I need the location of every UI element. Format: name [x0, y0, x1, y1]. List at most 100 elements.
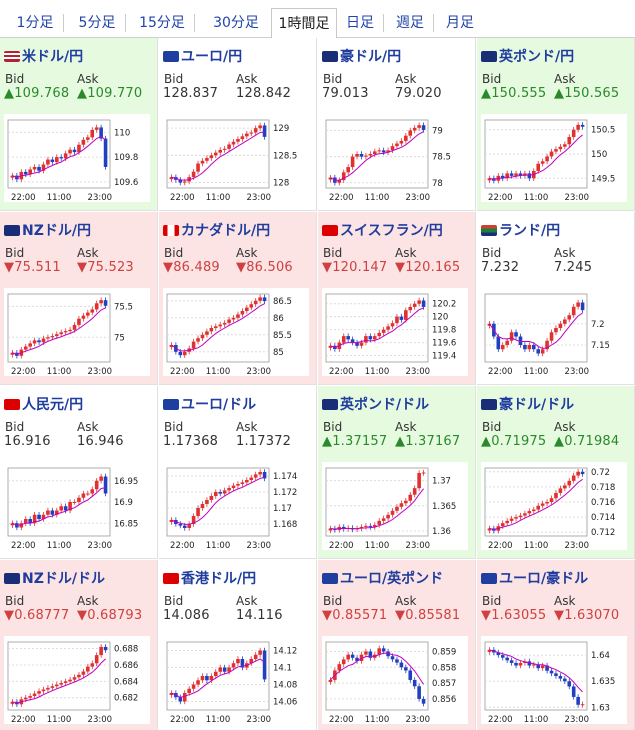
mini-chart[interactable]: 75.5 75 22:00 11:00 23:00	[4, 288, 150, 376]
rate-card[interactable]: 豪ドル/円 Bid Ask 79.013 79.020 79 78.5 78 22:00 11:0…	[318, 38, 476, 211]
rate-card[interactable]: 香港ドル/円 Bid Ask 14.086 14.116 14.12 14.1 14.08 14…	[159, 560, 317, 730]
tab-7[interactable]: 月足	[446, 15, 474, 31]
candle-body	[258, 297, 262, 301]
pair-name[interactable]: 英ポンド/ドル	[322, 394, 429, 414]
tab-1[interactable]: 5分足	[78, 15, 116, 31]
candle-body	[390, 323, 395, 327]
mini-chart[interactable]: 120.2 120 119.8 119.6 119.4 22:00 11:00 23:00	[322, 288, 468, 376]
pair-name[interactable]: ユーロ/ドル	[163, 394, 256, 414]
mini-chart[interactable]: 1.174 1.172 1.17 1.168 22:00 11:00 23:00	[163, 462, 309, 550]
candle-body	[386, 514, 390, 519]
pair-name[interactable]: NZドル/ドル	[4, 568, 105, 588]
tab-2[interactable]: 15分足	[139, 15, 185, 31]
candle-body	[182, 351, 187, 356]
candle-body	[368, 154, 373, 156]
tab-3[interactable]: 30分足	[213, 15, 259, 31]
x-tick-label: 11:00	[206, 715, 231, 724]
mini-chart[interactable]: 16.95 16.9 16.85 22:00 11:00 23:00	[4, 462, 150, 550]
rate-card[interactable]: ユーロ/ドル Bid Ask 1.17368 1.17372 1.174 1.172 1.17…	[159, 386, 317, 559]
rate-card[interactable]: 人民元/円 Bid Ask 16.916 16.946 16.95 16.9 16.85 22:…	[0, 386, 158, 559]
candle-body	[77, 318, 81, 325]
mini-chart[interactable]: 0.72 0.718 0.716 0.714 0.712 22:00 11:00 23:00	[481, 462, 627, 550]
mini-chart[interactable]: 86.5 86 85.5 85 22:00 11:00 23:00	[163, 288, 309, 376]
candle-body	[576, 302, 580, 307]
mini-chart[interactable]: 1.64 1.635 1.63 22:00 11:00 23:00	[481, 636, 627, 724]
candle-body	[169, 345, 174, 348]
pair-name[interactable]: NZドル/円	[4, 220, 91, 240]
pair-name[interactable]: スイスフラン/円	[322, 220, 443, 240]
x-tick-label: 23:00	[406, 715, 431, 724]
tab-5[interactable]: 日足	[346, 15, 374, 31]
rate-card[interactable]: ユーロ/円 Bid Ask 128.837 128.842 129 128.5 128 22:0…	[159, 38, 317, 211]
candle-body	[395, 316, 399, 324]
pair-name[interactable]: 人民元/円	[4, 394, 83, 414]
rate-card[interactable]: スイスフラン/円 Bid Ask ▼120.147 ▼120.165 120.2 120 11…	[318, 212, 476, 385]
pair-name[interactable]: 豪ドル/ドル	[481, 394, 574, 414]
x-tick-label: 11:00	[524, 367, 549, 376]
pair-name[interactable]: ランド/円	[481, 220, 560, 240]
pair-name[interactable]: カナダドル/円	[163, 220, 270, 240]
candle-body	[549, 498, 554, 502]
pair-name[interactable]: 香港ドル/円	[163, 568, 256, 588]
bid-label: Bid	[5, 420, 25, 434]
y-tick-label: 85.5	[273, 331, 292, 341]
y-tick-label: 7.15	[591, 341, 610, 351]
candle-body	[258, 472, 262, 475]
candle-body	[41, 514, 46, 519]
x-tick-label: 22:00	[488, 193, 513, 202]
rate-card[interactable]: ランド/円 Bid Ask 7.232 7.245 7.2 7.15 22:00 11:00 23…	[477, 212, 635, 385]
rate-card[interactable]: ユーロ/英ポンド Bid Ask ▼0.85571 ▼0.85581 0.859 0.858…	[318, 560, 476, 730]
y-tick-label: 16.9	[114, 498, 133, 508]
mini-chart[interactable]: 7.2 7.15 22:00 11:00 23:00	[481, 288, 627, 376]
candle-body	[395, 506, 399, 511]
candle-body	[580, 704, 585, 706]
candle-body	[200, 160, 205, 164]
pair-name[interactable]: ユーロ/英ポンド	[322, 568, 443, 588]
candle-body	[412, 679, 417, 687]
rate-card[interactable]: 米ドル/円 Bid Ask ▲109.768 ▲109.770 110 109.8 109.6…	[0, 38, 158, 211]
bid-label: Bid	[323, 72, 343, 86]
rate-card[interactable]: ユーロ/豪ドル Bid Ask ▼1.63055 ▼1.63070 1.64 1.635 1.…	[477, 560, 635, 730]
candle-body	[554, 149, 558, 152]
pair-label: 英ポンド/ドル	[340, 397, 430, 413]
mini-chart[interactable]: 79 78.5 78 22:00 11:00 23:00	[322, 114, 468, 202]
rate-card[interactable]: NZドル/ドル Bid Ask ▼0.68777 ▼0.68793 0.688 0.686 0…	[0, 560, 158, 730]
pair-name[interactable]: 米ドル/円	[4, 46, 83, 66]
mini-chart[interactable]: 1.37 1.365 1.36 22:00 11:00 23:00	[322, 462, 468, 550]
mini-chart[interactable]: 129 128.5 128 22:00 11:00 23:00	[163, 114, 309, 202]
moving-average-line	[488, 312, 583, 350]
pair-name[interactable]: ユーロ/円	[163, 46, 242, 66]
rate-card[interactable]: 英ポンド/円 Bid Ask ▲150.555 ▲150.565 150.5 150 149.…	[477, 38, 635, 211]
pair-name[interactable]: ユーロ/豪ドル	[481, 568, 588, 588]
candle-body	[536, 664, 541, 669]
mini-chart[interactable]: 0.859 0.858 0.857 0.856 22:00 11:00 23:00	[322, 636, 468, 724]
candle-body	[554, 673, 558, 676]
rate-card[interactable]: 英ポンド/ドル Bid Ask ▲1.37157 ▲1.37167 1.37 1.365 1.…	[318, 386, 476, 559]
x-tick-label: 23:00	[406, 541, 431, 550]
tab-0[interactable]: 1分足	[16, 15, 54, 31]
candle-body	[253, 300, 258, 305]
x-tick-label: 11:00	[206, 193, 231, 202]
rate-card[interactable]: 豪ドル/ドル Bid Ask ▲0.71975 ▲0.71984 0.72 0.718 0.7…	[477, 386, 635, 559]
rate-card[interactable]: カナダドル/円 Bid Ask ▼86.489 ▼86.506 86.5 86 85.5 85 2…	[159, 212, 317, 385]
rate-card[interactable]: NZドル/円 Bid Ask ▼75.511 ▼75.523 75.5 75 22:00 11:…	[0, 212, 158, 385]
candle-body	[505, 173, 509, 179]
mini-chart[interactable]: 110 109.8 109.6 22:00 11:00 23:00	[4, 114, 150, 202]
y-tick-label: 150	[591, 150, 607, 160]
mini-chart[interactable]: 14.12 14.1 14.08 14.06 22:00 11:00 23:00	[163, 636, 309, 724]
candle-body	[99, 476, 103, 481]
mini-chart[interactable]: 150.5 150 149.5 22:00 11:00 23:00	[481, 114, 627, 202]
pair-name[interactable]: 豪ドル/円	[322, 46, 401, 66]
pair-name[interactable]: 英ポンド/円	[481, 46, 574, 66]
candle-body	[46, 687, 50, 690]
mini-chart[interactable]: 0.688 0.686 0.684 0.682 22:00 11:00 23:00	[4, 636, 150, 724]
y-tick-label: 0.682	[114, 694, 138, 704]
candle-body	[346, 654, 350, 660]
candle-body	[527, 173, 532, 179]
candle-body	[222, 667, 227, 672]
candle-body	[341, 659, 346, 665]
candle-body	[59, 506, 64, 511]
tab-6[interactable]: 週足	[396, 15, 424, 31]
tab-4[interactable]: 1時間足	[271, 8, 337, 39]
x-tick-label: 22:00	[11, 193, 36, 202]
